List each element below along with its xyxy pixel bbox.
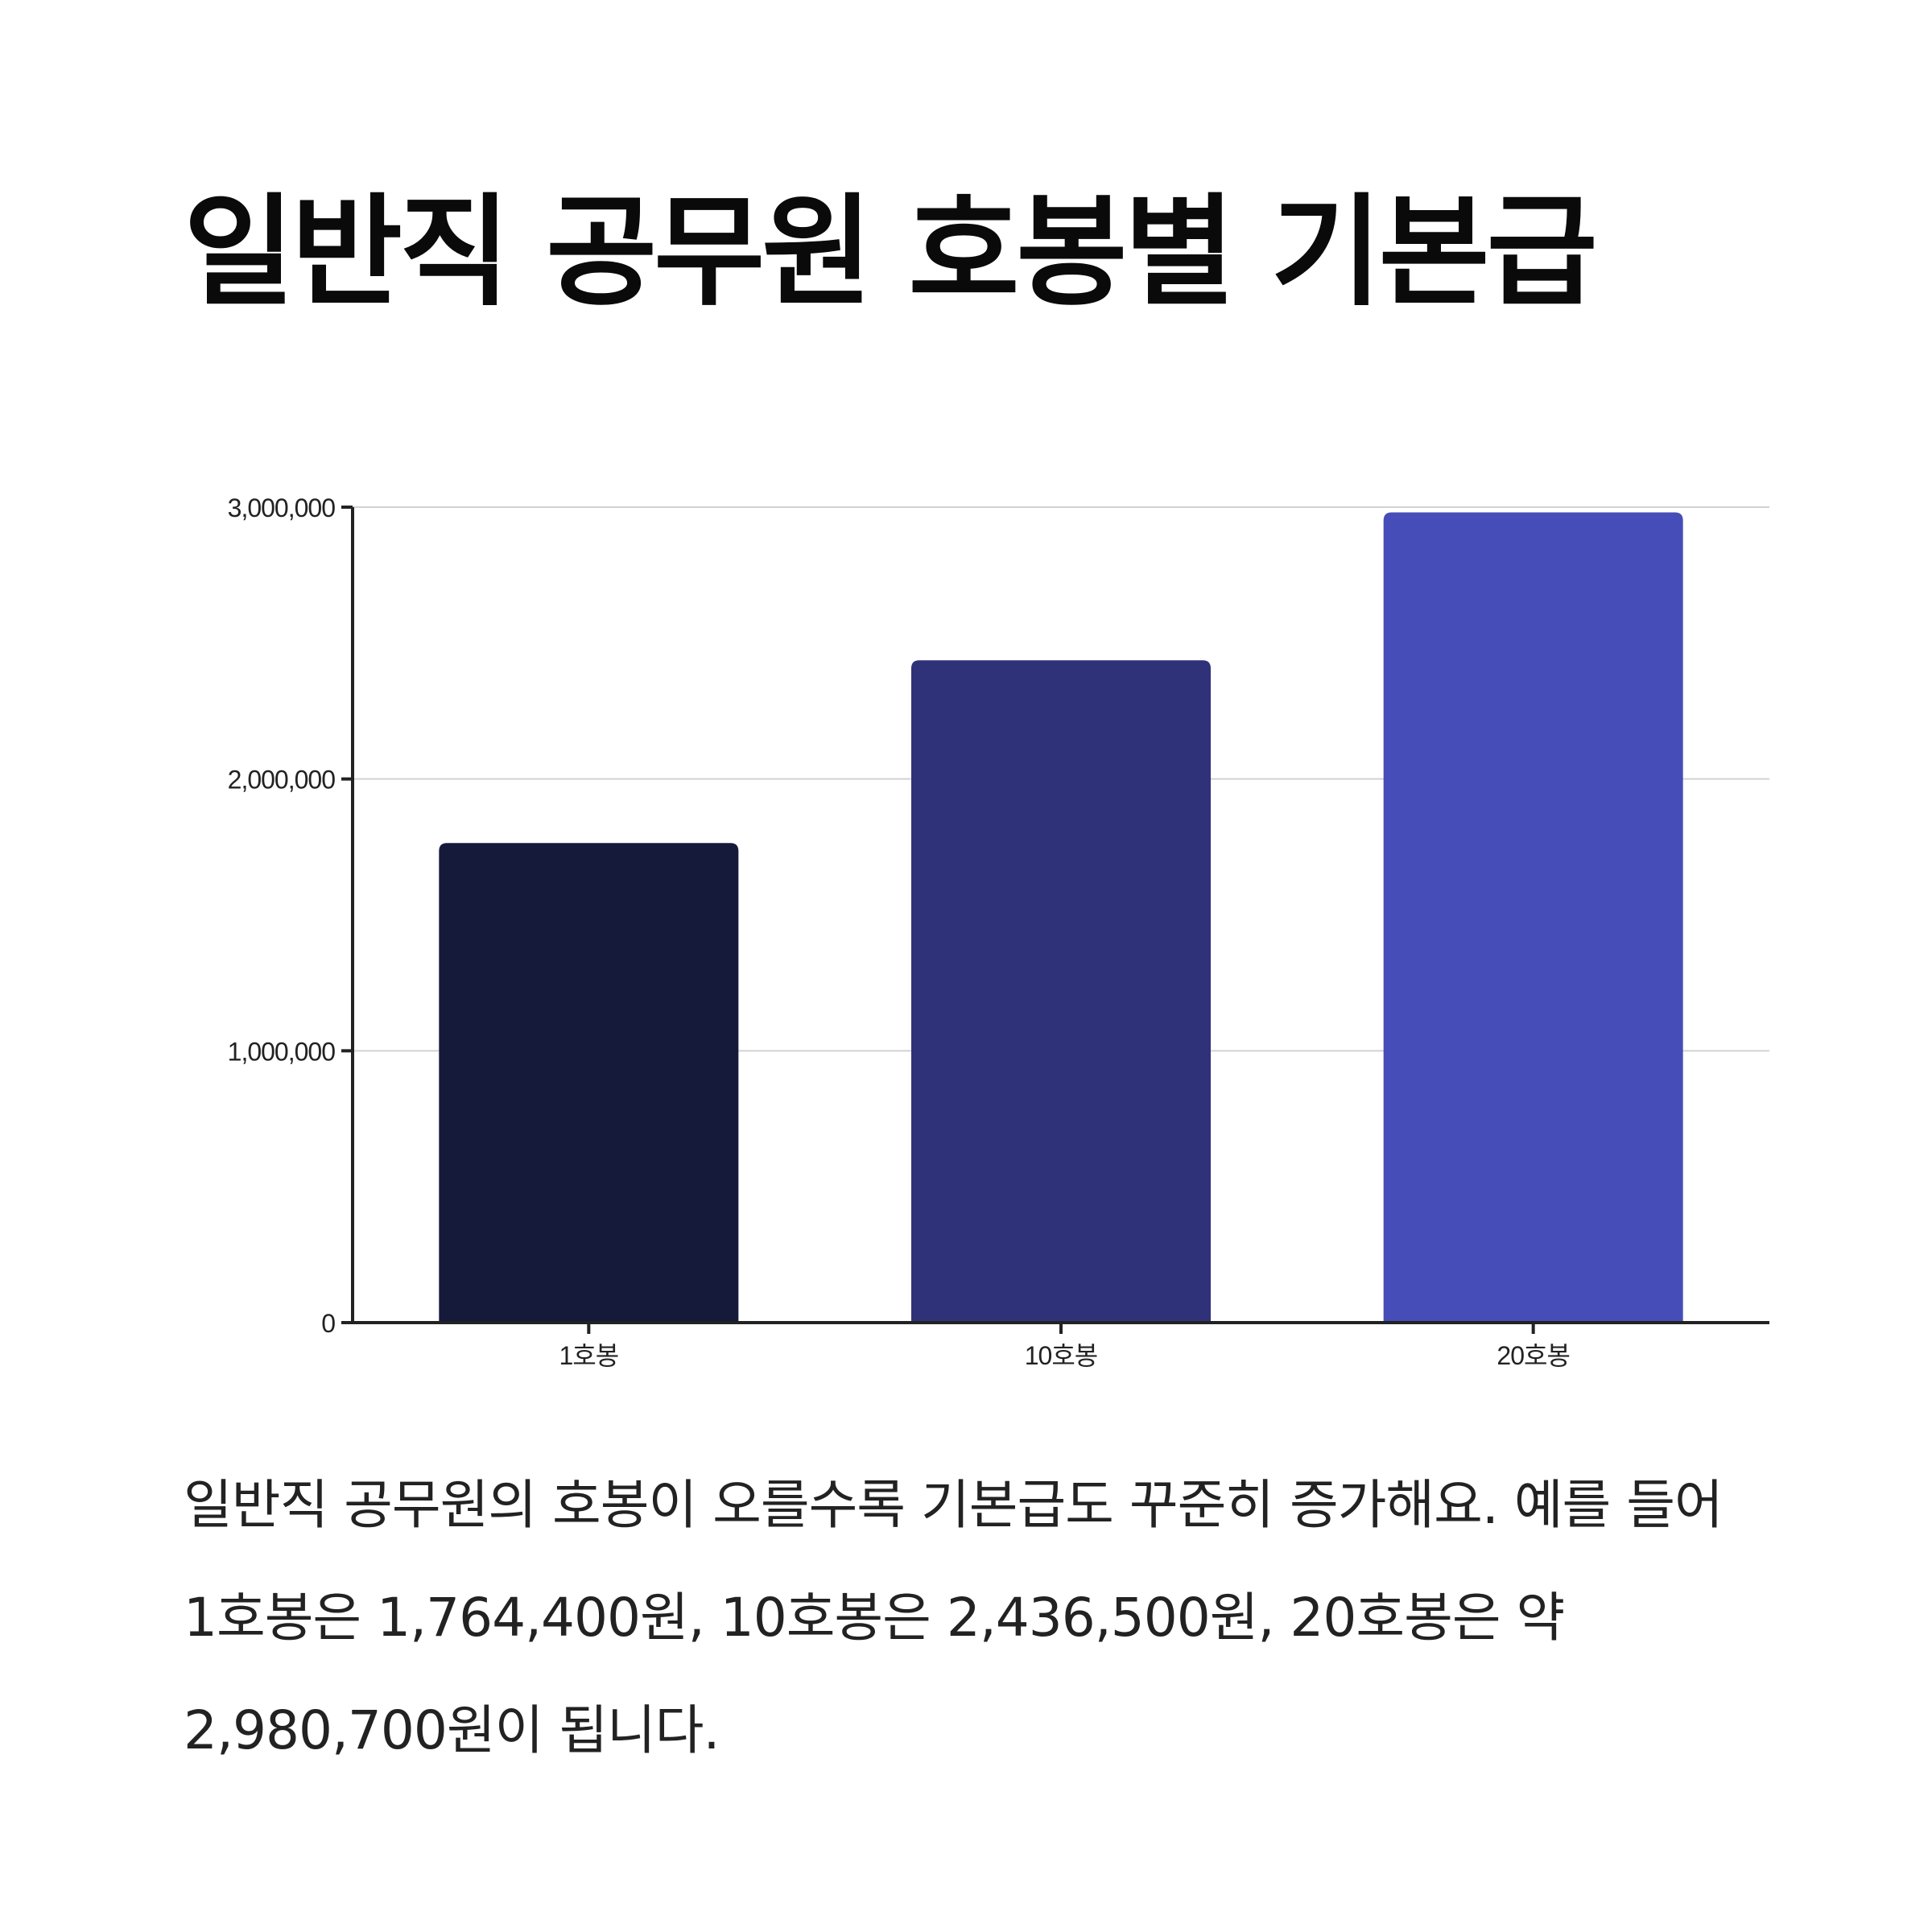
y-tick-label: 2,000,000 [228,766,336,795]
bar-2 [911,660,1211,1323]
x-tick-label: 10호봉 [1025,1341,1097,1370]
axes [341,506,1769,1334]
y-tick-label: 0 [321,1309,335,1338]
y-tick-label: 3,000,000 [228,493,336,522]
x-tick-label: 1호봉 [559,1341,618,1370]
bar-chart: 0 1,000,000 2,000,000 3,000,000 1호봉 10호봉 20호봉 [228,493,1769,1370]
chart-caption: 일반직 공무원의 호봉이 오를수록 기본급도 꾸준히 증가해요. 예를 들어 1… [184,1474,1724,1761]
x-tick-label: 20호봉 [1496,1341,1569,1370]
y-tick-label: 1,000,000 [228,1037,336,1066]
chart-title: 일반직 공무원 호봉별 기본급 [184,183,1598,323]
bar-3 [1383,512,1683,1323]
tick-labels: 0 1,000,000 2,000,000 3,000,000 1호봉 10호봉 20호봉 [228,493,1571,1370]
bar-1 [439,843,739,1323]
bars [439,512,1683,1323]
